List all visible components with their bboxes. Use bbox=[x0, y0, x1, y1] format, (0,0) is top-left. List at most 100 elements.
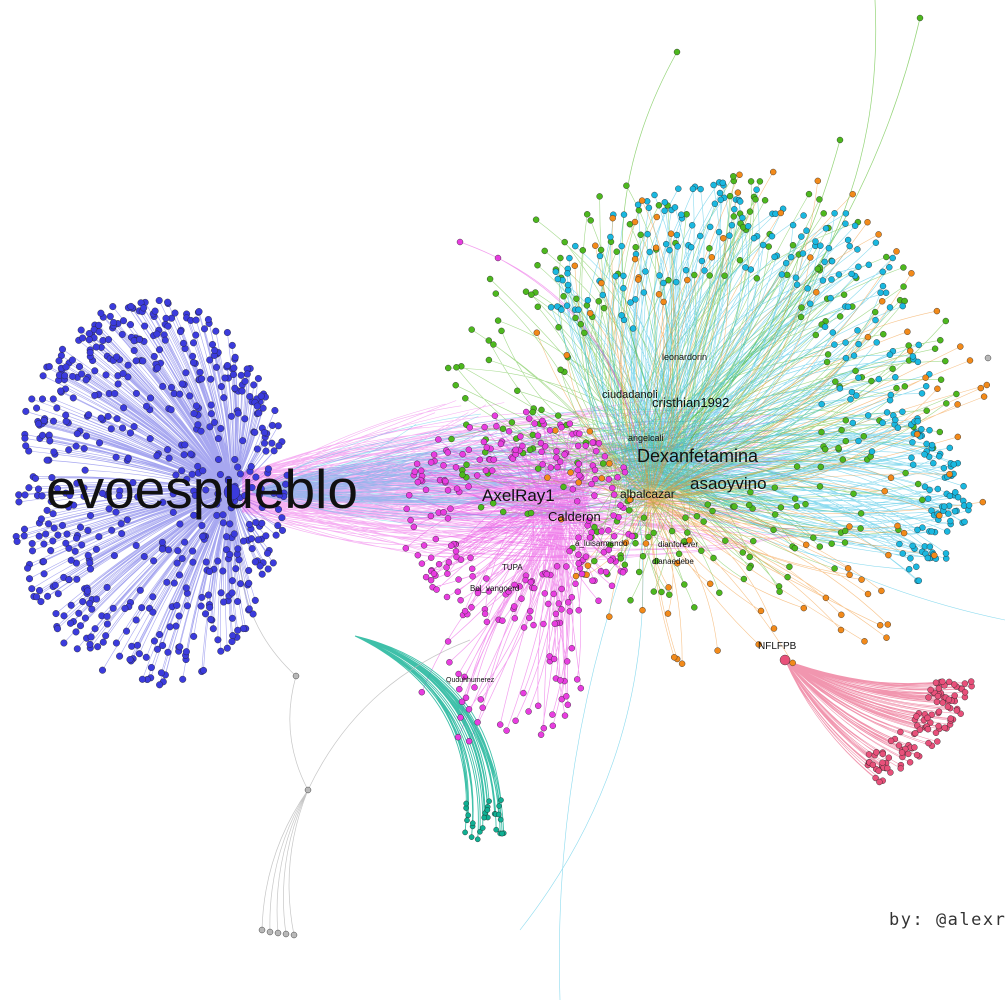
graph-node bbox=[868, 448, 876, 455]
graph-node bbox=[915, 480, 922, 488]
node-label-calderon: Calderon bbox=[548, 509, 601, 524]
graph-node bbox=[241, 492, 249, 500]
graph-node bbox=[499, 425, 507, 432]
graph-node bbox=[928, 441, 936, 449]
graph-node bbox=[709, 507, 716, 515]
graph-node bbox=[864, 590, 872, 598]
graph-node bbox=[852, 367, 859, 375]
graph-node bbox=[575, 560, 582, 567]
graph-node bbox=[736, 257, 744, 264]
graph-node bbox=[465, 738, 473, 745]
graph-node bbox=[268, 421, 276, 429]
graph-node bbox=[489, 467, 496, 474]
node-label-dexanfetamina: Dexanfetamina bbox=[637, 446, 759, 466]
graph-node bbox=[689, 222, 696, 229]
graph-node bbox=[474, 836, 481, 843]
graph-node bbox=[234, 626, 242, 634]
graph-node bbox=[818, 401, 825, 408]
graph-node bbox=[739, 214, 746, 222]
graph-node bbox=[471, 684, 478, 691]
graph-node bbox=[550, 590, 557, 598]
graph-node bbox=[553, 448, 560, 455]
graph-node bbox=[95, 533, 103, 541]
graph-node bbox=[494, 254, 502, 262]
graph-node bbox=[899, 302, 906, 310]
graph-node bbox=[21, 491, 29, 499]
graph-node bbox=[481, 423, 488, 431]
graph-node bbox=[923, 407, 930, 414]
graph-node bbox=[102, 371, 110, 379]
graph-node bbox=[566, 548, 573, 555]
graph-node bbox=[814, 265, 821, 273]
graph-node bbox=[572, 580, 579, 587]
graph-node bbox=[234, 545, 242, 553]
graph-node bbox=[558, 696, 565, 703]
graph-node bbox=[581, 329, 588, 337]
graph-node bbox=[592, 476, 599, 483]
graph-node bbox=[563, 352, 570, 359]
graph-node bbox=[731, 503, 738, 510]
graph-node bbox=[887, 474, 895, 481]
graph-node bbox=[554, 275, 561, 283]
graph-node bbox=[879, 298, 886, 305]
graph-node bbox=[138, 604, 146, 612]
graph-node bbox=[50, 448, 58, 456]
graph-node bbox=[458, 698, 466, 705]
graph-node bbox=[587, 310, 594, 317]
graph-node bbox=[914, 358, 922, 366]
graph-node bbox=[789, 659, 796, 667]
graph-node bbox=[701, 267, 708, 274]
graph-node bbox=[605, 476, 613, 483]
graph-node bbox=[229, 371, 237, 379]
graph-node bbox=[803, 541, 810, 548]
graph-node bbox=[945, 510, 952, 517]
graph-node bbox=[876, 778, 883, 786]
graph-node bbox=[164, 298, 172, 306]
node-label-quduhhumerez: Quduhhumerez bbox=[446, 677, 495, 684]
graph-node bbox=[844, 565, 852, 572]
graph-node bbox=[585, 517, 592, 524]
graph-node bbox=[73, 645, 81, 653]
graph-node bbox=[37, 598, 45, 606]
graph-node bbox=[566, 608, 573, 615]
graph-node bbox=[443, 564, 450, 571]
graph-node bbox=[444, 638, 452, 645]
graph-node bbox=[50, 417, 58, 425]
graph-node bbox=[290, 931, 298, 939]
graph-node bbox=[788, 253, 795, 261]
graph-node bbox=[254, 536, 262, 544]
graph-node bbox=[214, 496, 222, 504]
graph-node bbox=[954, 433, 961, 441]
edge-bundle bbox=[621, 0, 921, 441]
graph-node bbox=[561, 451, 568, 458]
graph-node bbox=[139, 357, 147, 365]
graph-node bbox=[879, 419, 886, 426]
graph-node bbox=[124, 454, 132, 462]
graph-node bbox=[232, 565, 240, 573]
graph-node bbox=[198, 522, 206, 530]
graph-node bbox=[173, 559, 181, 567]
graph-node bbox=[691, 604, 698, 611]
graph-node bbox=[655, 291, 663, 298]
graph-node bbox=[682, 267, 690, 274]
graph-node bbox=[564, 701, 571, 708]
graph-node bbox=[587, 217, 594, 224]
graph-node bbox=[119, 370, 127, 378]
graph-node bbox=[607, 557, 614, 564]
graph-node bbox=[476, 456, 483, 463]
graph-node bbox=[22, 442, 30, 450]
graph-node bbox=[183, 602, 191, 610]
graph-node bbox=[95, 328, 103, 336]
graph-node bbox=[563, 693, 570, 700]
graph-node bbox=[698, 257, 706, 265]
graph-node bbox=[617, 555, 624, 562]
graph-node bbox=[526, 614, 533, 622]
graph-node bbox=[660, 279, 667, 287]
graph-node bbox=[582, 553, 590, 560]
graph-node bbox=[454, 588, 461, 595]
graph-node bbox=[462, 694, 470, 701]
graph-node bbox=[873, 749, 880, 756]
graph-node bbox=[916, 14, 924, 22]
graph-node bbox=[753, 275, 760, 282]
graph-node bbox=[539, 417, 546, 425]
